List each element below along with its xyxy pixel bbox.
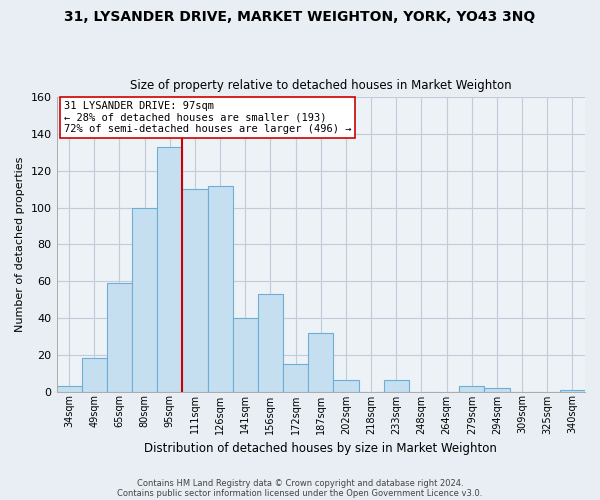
- X-axis label: Distribution of detached houses by size in Market Weighton: Distribution of detached houses by size …: [145, 442, 497, 455]
- Text: Contains public sector information licensed under the Open Government Licence v3: Contains public sector information licen…: [118, 488, 482, 498]
- Bar: [484, 388, 509, 392]
- Y-axis label: Number of detached properties: Number of detached properties: [15, 156, 25, 332]
- Text: Contains HM Land Registry data © Crown copyright and database right 2024.: Contains HM Land Registry data © Crown c…: [137, 478, 463, 488]
- Bar: [182, 190, 208, 392]
- Bar: [56, 386, 82, 392]
- Title: Size of property relative to detached houses in Market Weighton: Size of property relative to detached ho…: [130, 79, 512, 92]
- Bar: [82, 358, 107, 392]
- Bar: [157, 147, 182, 392]
- Bar: [459, 386, 484, 392]
- Text: 31, LYSANDER DRIVE, MARKET WEIGHTON, YORK, YO43 3NQ: 31, LYSANDER DRIVE, MARKET WEIGHTON, YOR…: [64, 10, 536, 24]
- Bar: [107, 283, 132, 392]
- Bar: [383, 380, 409, 392]
- Bar: [308, 332, 334, 392]
- Bar: [132, 208, 157, 392]
- Bar: [233, 318, 258, 392]
- Text: 31 LYSANDER DRIVE: 97sqm
← 28% of detached houses are smaller (193)
72% of semi-: 31 LYSANDER DRIVE: 97sqm ← 28% of detach…: [64, 101, 352, 134]
- Bar: [208, 186, 233, 392]
- Bar: [334, 380, 359, 392]
- Bar: [258, 294, 283, 392]
- Bar: [560, 390, 585, 392]
- Bar: [283, 364, 308, 392]
